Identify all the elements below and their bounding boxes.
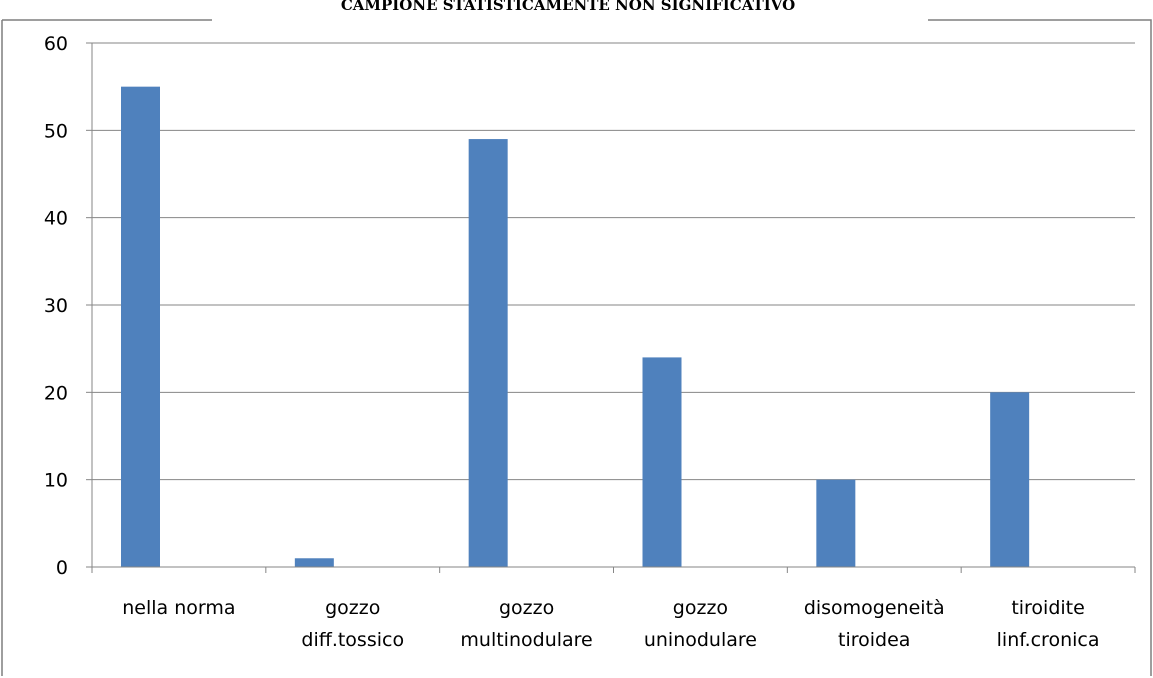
x-category-label-line: nella norma — [122, 597, 235, 619]
bar — [294, 558, 334, 567]
y-tick-label: 0 — [56, 557, 68, 579]
bars — [121, 86, 1030, 568]
x-category-labels: nella norma gozzo diff.tossico gozzo multino… — [122, 597, 1099, 651]
bar — [816, 479, 856, 567]
chart-title: CAMPIONE STATISTICAMENTE NON SIGNIFICATI… — [341, 0, 795, 14]
y-tick-label: 60 — [44, 33, 68, 55]
x-category-label-line: gozzo — [673, 597, 728, 619]
bar — [642, 357, 682, 567]
y-tick-label: 50 — [44, 120, 68, 142]
gridlines — [92, 42, 1135, 481]
x-category-label-line: gozzo — [499, 597, 554, 619]
axes — [86, 42, 1136, 573]
x-category-label-line: tiroidea — [838, 629, 910, 651]
y-tick-label: 30 — [44, 295, 68, 317]
x-category-label: gozzo multinodulare — [460, 597, 592, 651]
y-tick-label: 40 — [44, 208, 68, 230]
x-category-label: disomogeneità tiroidea — [804, 597, 945, 651]
x-category-label-line: disomogeneità — [804, 597, 945, 619]
x-category-label-line: uninodulare — [644, 629, 757, 651]
chart-border-top-right — [928, 19, 1152, 676]
x-category-label-line: multinodulare — [460, 629, 592, 651]
bar — [468, 139, 508, 568]
x-category-label-line: gozzo — [325, 597, 380, 619]
x-category-label: gozzo uninodulare — [644, 597, 757, 651]
y-tick-labels: 0 10 20 30 40 50 60 — [44, 33, 68, 579]
y-tick-label: 20 — [44, 382, 68, 404]
y-tick-label: 10 — [44, 470, 68, 492]
x-category-label: nella norma — [122, 597, 235, 619]
x-category-label-line: linf.cronica — [997, 629, 1100, 651]
x-category-label: tiroidite linf.cronica — [997, 597, 1100, 651]
chart-border — [1, 19, 1152, 676]
x-category-label: gozzo diff.tossico — [301, 597, 404, 651]
bar — [990, 392, 1030, 567]
bar — [121, 86, 160, 568]
x-category-label-line: diff.tossico — [301, 629, 404, 651]
x-category-label-line: tiroidite — [1011, 597, 1085, 619]
